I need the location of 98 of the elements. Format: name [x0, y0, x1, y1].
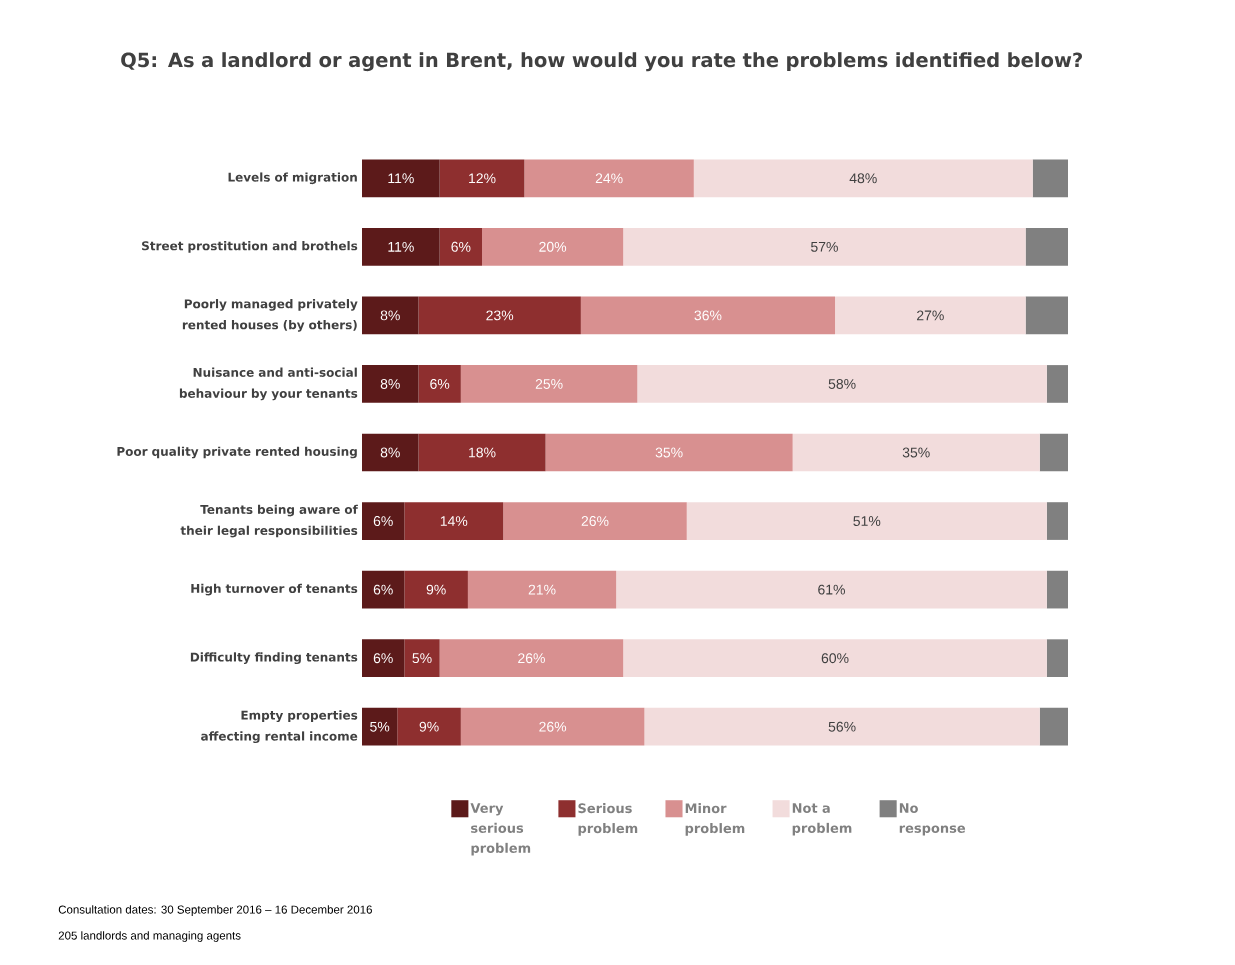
data-label: 5% [370, 721, 390, 732]
data-label: 60% [821, 653, 849, 664]
bar [362, 707, 398, 746]
data-label: 6% [430, 378, 450, 389]
data-label: 12% [469, 173, 496, 184]
data-label: 35% [902, 447, 930, 458]
y-tick-label: Tenants being aware of their legal responsibilities [180, 504, 358, 538]
legend-label: Serious problem [578, 803, 638, 836]
data-label: 8% [380, 447, 400, 458]
data-label: 5% [412, 653, 432, 664]
bar [362, 227, 440, 266]
data-label: 35% [655, 447, 683, 458]
y-tick-label: Poor quality private rented housing [117, 446, 357, 459]
bar [616, 570, 1047, 609]
data-label: 48% [849, 173, 877, 184]
data-label: 6% [373, 653, 393, 664]
data-label: 9% [419, 721, 439, 732]
bar [623, 227, 1026, 266]
bar [362, 639, 405, 678]
chart-title: Q5: As a landlord or agent in Brent, how would you rate the problems identified below? [121, 52, 1082, 72]
legend-label: Very serious problem [470, 803, 531, 856]
data-label: 26% [518, 653, 545, 664]
bar [1039, 433, 1068, 472]
legend-label: Not a problem [792, 803, 852, 836]
y-tick-label: Street prostitution and brothels [142, 241, 358, 253]
bar [644, 707, 1040, 746]
bar [362, 502, 405, 540]
bar [1046, 502, 1068, 540]
data-label: 21% [528, 584, 556, 595]
y-tick-label: High turnover of tenants [191, 583, 358, 596]
bar [439, 639, 624, 678]
legend-label: Minor problem [685, 803, 745, 836]
bar [362, 296, 419, 335]
data-label: 9% [426, 584, 446, 595]
data-label: 8% [380, 378, 400, 389]
legend-label: No response [899, 803, 966, 836]
bar [439, 159, 525, 198]
bar [418, 433, 546, 472]
data-label: 56% [828, 721, 856, 732]
data-label: 25% [535, 378, 563, 389]
bar [418, 365, 461, 403]
bar [503, 502, 687, 540]
data-label: 61% [818, 584, 845, 595]
bar [362, 433, 419, 472]
data-label: 6% [451, 241, 471, 252]
y-tick-label: Empty properties affecting rental income [201, 710, 358, 744]
bar [1046, 365, 1068, 403]
bar [418, 296, 581, 335]
data-label: 27% [917, 310, 944, 321]
bar [1025, 296, 1068, 335]
bar [467, 570, 617, 609]
data-label: 51% [853, 516, 881, 526]
data-label: 14% [440, 516, 468, 526]
bar [1046, 639, 1068, 678]
data-label: 20% [539, 241, 567, 252]
text: Consultation dates: 30 September 2016 – 16 December 2016 [58, 905, 372, 916]
data-label: 6% [373, 516, 393, 527]
data-label: 11% [388, 173, 414, 184]
y-tick-label: Poorly managed privately rented houses (by others) [182, 299, 358, 332]
bar [792, 433, 1040, 472]
bar [404, 502, 504, 540]
bar [404, 570, 468, 609]
data-label: 11% [388, 241, 414, 252]
bar [1046, 570, 1068, 609]
bar [460, 365, 638, 403]
bar [637, 365, 1047, 403]
bar [623, 639, 1047, 678]
bar [362, 159, 440, 198]
bar [460, 707, 645, 746]
data-label: 23% [486, 310, 514, 321]
bar [1032, 159, 1068, 198]
data-label: 36% [694, 310, 722, 321]
y-tick-label: Nuisance and anti-social behaviour by your tenants [179, 367, 358, 401]
data-label: 26% [581, 516, 609, 527]
bar [362, 365, 419, 403]
bar [524, 159, 694, 198]
bar [404, 639, 440, 678]
bar [397, 707, 461, 746]
data-label: 8% [380, 310, 400, 321]
bar [686, 502, 1047, 540]
bar [835, 296, 1026, 335]
bar [693, 159, 1033, 198]
text: 205 landlords and managing agents [58, 931, 241, 942]
data-label: 58% [828, 378, 856, 389]
bar [545, 433, 793, 472]
data-label: 26% [539, 721, 567, 732]
bar [1025, 227, 1068, 266]
data-label: 24% [595, 173, 623, 184]
data-label: 57% [810, 241, 838, 252]
data-label: 18% [469, 447, 496, 458]
bar [580, 296, 836, 335]
bar [362, 570, 405, 609]
y-tick-label: Levels of migration [228, 172, 357, 185]
bar [482, 227, 624, 266]
bar [439, 227, 483, 266]
bar [1039, 707, 1068, 746]
data-label: 6% [373, 584, 393, 595]
y-tick-label: Difficulty finding tenants [190, 652, 358, 665]
